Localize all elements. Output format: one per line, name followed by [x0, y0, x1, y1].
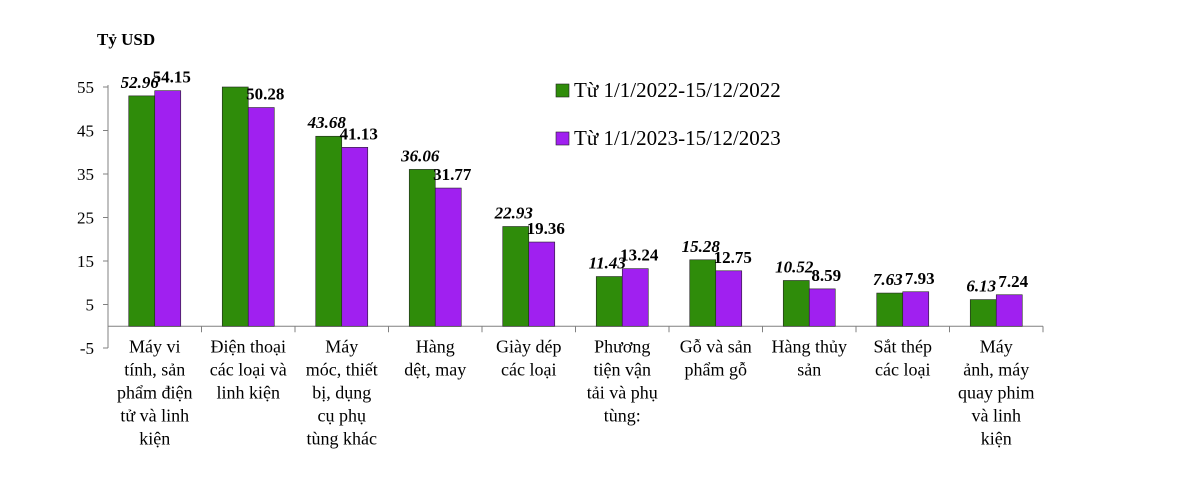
bar-2022 — [315, 135, 343, 327]
bar-2023 — [808, 288, 836, 327]
y-tick-label: -5 — [80, 339, 94, 358]
y-tick-label: 55 — [77, 78, 94, 97]
category-label: Gỗ và sản phẩm gỗ — [680, 336, 752, 379]
bar-2022 — [221, 86, 249, 327]
data-label-2023: 8.59 — [811, 266, 841, 285]
bar-2022 — [595, 276, 623, 327]
category-label: Giày dép các loại — [496, 336, 561, 379]
data-label-2022: 36.06 — [400, 146, 440, 165]
data-label-2023: 13.24 — [620, 246, 659, 265]
data-label-2023: 54.15 — [153, 68, 191, 87]
y-axis-ticks: 55 45 35 25 15 5 -5 — [77, 78, 108, 358]
bar-2023 — [528, 241, 556, 327]
data-label-2022: 10.52 — [775, 257, 814, 276]
legend-label: Từ 1/1/2022-15/12/2022 — [574, 78, 781, 102]
legend-swatch — [555, 131, 570, 146]
category-label: Hàng dệt, may — [404, 336, 466, 379]
bar-2022 — [502, 226, 530, 327]
y-tick-label: 35 — [77, 165, 94, 184]
bar-2023 — [434, 187, 462, 327]
data-label-2023: 41.13 — [340, 124, 378, 143]
data-label-2023: 50.28 — [246, 85, 284, 104]
category-label: Máy móc, thiết bị, dụng cụ phụ tùng khác — [306, 336, 378, 448]
category-label: Hàng thủy sản — [772, 336, 848, 379]
data-label-2023: 31.77 — [433, 165, 472, 184]
data-label-2022: 11.43 — [589, 254, 627, 273]
bar-2023 — [902, 291, 930, 327]
bar-2023 — [341, 147, 369, 327]
bar-2023 — [715, 270, 743, 327]
data-label-2023: 7.24 — [998, 272, 1028, 291]
y-tick-label: 45 — [77, 122, 94, 141]
bars — [128, 86, 1023, 327]
bar-2023 — [154, 90, 182, 327]
data-label-2023: 19.36 — [527, 219, 565, 238]
bar-2023 — [621, 268, 649, 327]
legend-swatch — [555, 83, 570, 98]
bar-2022 — [689, 259, 717, 327]
data-label-2022: 22.93 — [494, 204, 534, 223]
data-label-2022: 52.96 — [121, 73, 160, 92]
data-label-2022: 7.63 — [873, 270, 903, 289]
bar-2022 — [969, 299, 997, 327]
legend-label: Từ 1/1/2023-15/12/2023 — [574, 126, 781, 150]
bar-2022 — [128, 95, 156, 327]
bar-2022 — [782, 280, 810, 327]
legend: Từ 1/1/2022-15/12/2022 Từ 1/1/2023-15/12/… — [555, 78, 781, 150]
data-label-2023: 7.93 — [905, 269, 935, 288]
category-label: Phương tiện vận tải và phụ tùng: — [587, 336, 658, 425]
data-label-2022: 15.28 — [682, 237, 721, 256]
bar-2023 — [247, 107, 275, 327]
y-tick-label: 5 — [86, 296, 95, 315]
category-label: Máy vi tính, sản phẩm điện tử và linh kiện — [117, 336, 192, 448]
data-label-2022: 43.68 — [307, 113, 347, 132]
category-label: Máy ảnh, máy quay phim và linh kiện — [958, 336, 1035, 448]
y-axis-label: Tỷ USD — [97, 30, 155, 49]
bar-2022 — [408, 169, 436, 327]
y-tick-label: 25 — [77, 209, 94, 228]
category-labels: Máy vi tính, sản phẩm điện tử và linh kiện Đi… — [117, 336, 1034, 448]
bar-2023 — [995, 294, 1023, 327]
data-label-2022: 6.13 — [966, 277, 996, 296]
category-label: Điện thoại các loại và linh kiện — [210, 336, 287, 402]
category-label: Sắt thép các loại — [874, 336, 933, 379]
data-label-2023: 12.75 — [714, 248, 752, 267]
bar-2022 — [876, 292, 904, 327]
y-tick-label: 15 — [77, 252, 94, 271]
